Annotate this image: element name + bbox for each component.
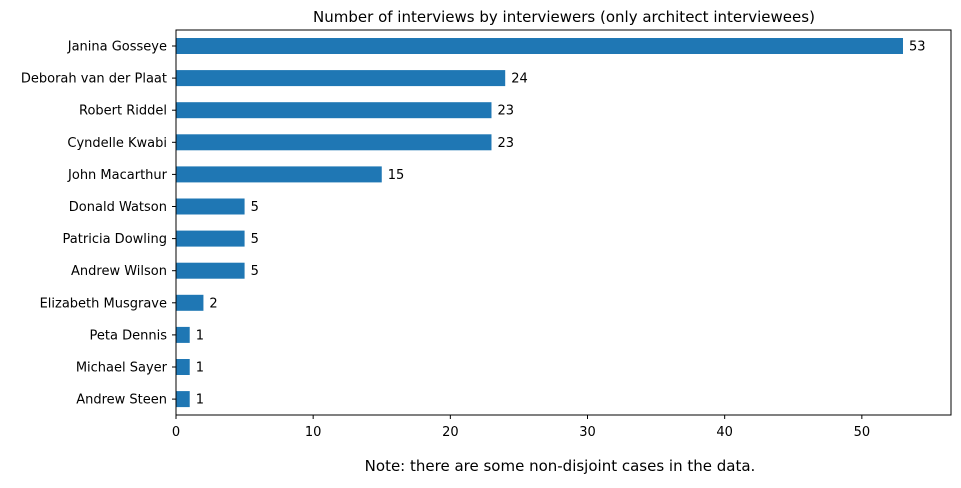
data-label: 5: [251, 232, 259, 247]
bar: [176, 38, 903, 54]
chart-note: Note: there are some non-disjoint cases …: [365, 457, 756, 475]
y-tick-label: Michael Sayer: [76, 361, 168, 376]
bar: [176, 294, 204, 311]
y-tick-label: Janina Gosseye: [67, 40, 167, 55]
data-label: 5: [251, 200, 259, 215]
bar: [176, 166, 382, 183]
y-tick-label: John Macarthur: [67, 168, 168, 183]
data-label: 5: [251, 264, 259, 279]
data-label: 23: [497, 136, 514, 151]
data-label: 53: [909, 40, 926, 55]
x-axis: 0 10 20 30 40 50: [172, 415, 870, 440]
x-tick-label: 50: [854, 425, 871, 440]
y-tick-label: Elizabeth Musgrave: [40, 296, 167, 311]
y-tick-label: Deborah van der Plaat: [21, 72, 167, 87]
y-tick-label: Andrew Steen: [76, 393, 167, 408]
bar: [176, 391, 190, 408]
y-tick-label: Donald Watson: [69, 200, 167, 215]
bar: [176, 102, 492, 119]
bar: [176, 230, 245, 247]
y-tick-label: Patricia Dowling: [63, 232, 167, 247]
bar: [176, 262, 245, 279]
data-labels-layer: 53 24 23 23 15 5 5 5 2 1 1 1: [196, 40, 926, 408]
x-tick-label: 40: [716, 425, 733, 440]
bar: [176, 134, 492, 151]
data-label: 24: [511, 72, 528, 87]
bar: [176, 359, 190, 375]
data-label: 1: [196, 393, 204, 408]
data-label: 1: [196, 361, 204, 376]
chart-title: Number of interviews by interviewers (on…: [313, 8, 815, 26]
data-label: 23: [497, 104, 514, 119]
x-tick-label: 20: [442, 425, 459, 440]
y-tick-label: Cyndelle Kwabi: [67, 136, 167, 151]
bars-layer: [176, 38, 903, 408]
data-label: 1: [196, 328, 204, 343]
x-tick-label: 30: [579, 425, 596, 440]
data-label: 15: [388, 168, 405, 183]
bar: [176, 70, 506, 87]
bar: [176, 198, 245, 215]
y-tick-label: Robert Riddel: [79, 104, 167, 119]
y-axis: Janina Gosseye Deborah van der Plaat Rober…: [21, 40, 176, 408]
y-tick-label: Andrew Wilson: [71, 264, 167, 279]
plot-frame: [175, 29, 952, 416]
x-tick-label: 0: [172, 425, 180, 440]
x-tick-label: 10: [305, 425, 322, 440]
data-label: 2: [209, 296, 217, 311]
bar: [176, 326, 190, 343]
y-tick-label: Peta Dennis: [90, 328, 168, 343]
